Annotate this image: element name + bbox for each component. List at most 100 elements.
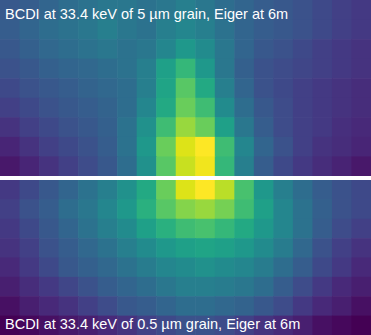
heatmap-cell xyxy=(0,180,20,200)
heatmap-cell xyxy=(78,277,98,297)
panel-title: BCDI at 33.4 keV of 5 µm grain, Eiger at… xyxy=(5,6,288,22)
heatmap-cell xyxy=(176,59,196,79)
heatmap-cell xyxy=(195,98,215,118)
heatmap-cell xyxy=(234,20,254,40)
heatmap-cell xyxy=(137,78,157,98)
heatmap-cell xyxy=(293,199,313,219)
heatmap-cell xyxy=(332,78,352,98)
heatmap-cell xyxy=(0,137,20,157)
heatmap-cell xyxy=(234,258,254,278)
heatmap-cell xyxy=(273,277,293,297)
heatmap-cell xyxy=(39,20,59,40)
heatmap-cell xyxy=(117,20,137,40)
heatmap-cell xyxy=(293,219,313,239)
heatmap-cell xyxy=(312,199,332,219)
heatmap-cell xyxy=(156,78,176,98)
heatmap-cell xyxy=(137,199,157,219)
heatmap-cell xyxy=(215,137,235,157)
heatmap-cell xyxy=(273,238,293,258)
heatmap-cell xyxy=(39,277,59,297)
heatmap-cell xyxy=(254,258,274,278)
heatmap-cell xyxy=(0,59,20,79)
heatmap-cell xyxy=(39,238,59,258)
heatmap-cell xyxy=(137,238,157,258)
heatmap-cell xyxy=(351,199,371,219)
heatmap-cell xyxy=(195,117,215,137)
heatmap-cell xyxy=(59,39,79,59)
heatmap-cell xyxy=(156,117,176,137)
heatmap-cell xyxy=(332,137,352,157)
heatmap-cell xyxy=(176,117,196,137)
heatmap-cell xyxy=(254,39,274,59)
heatmap-cell xyxy=(39,117,59,137)
heatmap-cell xyxy=(156,180,176,200)
heatmap-cell xyxy=(0,78,20,98)
heatmap-cell xyxy=(254,137,274,157)
heatmap-cell xyxy=(293,59,313,79)
heatmap-cell xyxy=(156,199,176,219)
heatmap-cell xyxy=(215,199,235,219)
heatmap-cell xyxy=(215,98,235,118)
heatmap-cell xyxy=(20,258,40,278)
heatmap-cell xyxy=(20,296,40,316)
heatmap-cell xyxy=(351,0,371,20)
heatmap-cell xyxy=(351,39,371,59)
heatmap-cell xyxy=(332,219,352,239)
heatmap-cell xyxy=(117,156,137,176)
figure: BCDI at 33.4 keV of 5 µm grain, Eiger at… xyxy=(0,0,371,335)
heatmap-cell xyxy=(137,296,157,316)
heatmap-cell xyxy=(156,277,176,297)
heatmap-cell xyxy=(293,117,313,137)
heatmap-cell xyxy=(312,219,332,239)
heatmap-cell xyxy=(137,137,157,157)
heatmap-cell xyxy=(117,277,137,297)
heatmap-cell xyxy=(59,296,79,316)
heatmap-cell xyxy=(215,180,235,200)
heatmap-cell xyxy=(351,219,371,239)
heatmap-cell xyxy=(195,219,215,239)
heatmap-cell xyxy=(273,180,293,200)
heatmap-cell xyxy=(39,98,59,118)
heatmap-cell xyxy=(117,59,137,79)
heatmap-cell xyxy=(98,296,118,316)
heatmap-cell xyxy=(20,39,40,59)
heatmap-cell xyxy=(254,180,274,200)
heatmap-cell xyxy=(332,199,352,219)
heatmap-cell xyxy=(312,316,332,335)
heatmap-cell xyxy=(195,59,215,79)
heatmap-cell xyxy=(195,156,215,176)
heatmap-cell xyxy=(176,258,196,278)
heatmap-cell xyxy=(312,98,332,118)
heatmap-cell xyxy=(351,20,371,40)
heatmap-cell xyxy=(98,20,118,40)
heatmap-cell xyxy=(215,59,235,79)
heatmap-cell xyxy=(98,117,118,137)
heatmap-cell xyxy=(215,296,235,316)
heatmap-cell xyxy=(0,238,20,258)
heatmap-cell xyxy=(312,59,332,79)
heatmap-cell xyxy=(39,219,59,239)
heatmap-cell xyxy=(20,199,40,219)
heatmap-cell xyxy=(234,137,254,157)
heatmap-cell xyxy=(332,296,352,316)
heatmap-cell xyxy=(20,156,40,176)
heatmap-cell xyxy=(234,219,254,239)
heatmap-cell xyxy=(78,20,98,40)
heatmap-cell xyxy=(78,258,98,278)
heatmap-cell xyxy=(273,78,293,98)
heatmap-cell xyxy=(351,78,371,98)
heatmap-cell xyxy=(254,296,274,316)
heatmap-cell xyxy=(195,277,215,297)
heatmap-cell xyxy=(0,199,20,219)
heatmap-cell xyxy=(312,117,332,137)
heatmap-cell xyxy=(117,180,137,200)
heatmap-cell xyxy=(98,277,118,297)
heatmap-cell xyxy=(0,296,20,316)
heatmap-cell xyxy=(98,78,118,98)
heatmap-cell xyxy=(254,20,274,40)
heatmap-cell xyxy=(332,238,352,258)
heatmap-cell xyxy=(0,39,20,59)
heatmap-cell xyxy=(293,39,313,59)
heatmap-cell xyxy=(176,137,196,157)
heatmap-cell xyxy=(351,296,371,316)
